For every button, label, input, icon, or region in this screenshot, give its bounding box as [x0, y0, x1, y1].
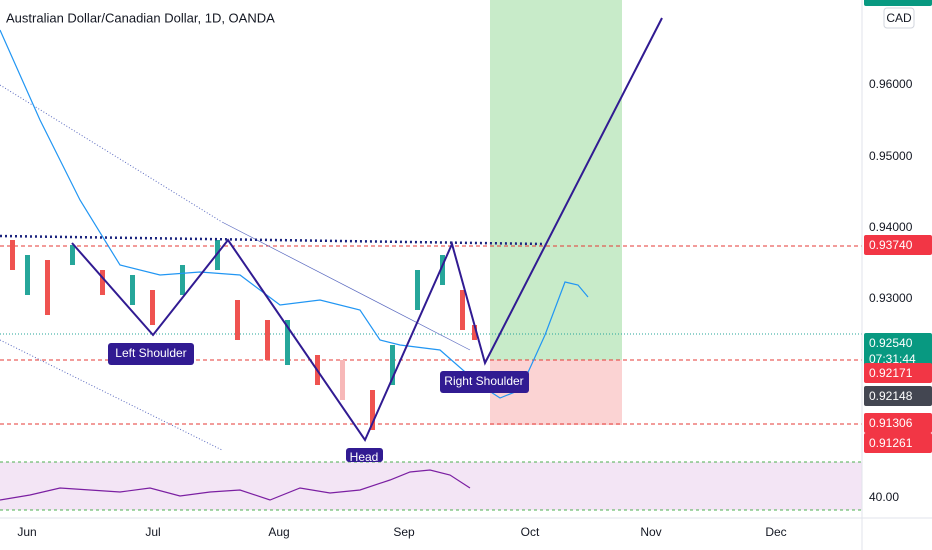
price-label: 0.93000 [869, 291, 913, 305]
time-label: Aug [268, 525, 289, 539]
candles [10, 240, 477, 430]
price-tag-label: 0.92148 [869, 389, 913, 403]
price-label: 0.96000 [869, 77, 913, 91]
price-tag-label: 0.92540 [869, 336, 913, 350]
price-label: 0.94000 [869, 220, 913, 234]
price-tag [864, 433, 932, 453]
price-tag-label: 0.97280 [869, 0, 913, 3]
price-label: 0.95000 [869, 149, 913, 163]
annotation-box [108, 343, 194, 365]
price-tag-timer: 07:31:44 [869, 352, 916, 366]
time-label: Oct [521, 525, 540, 539]
neckline [0, 234, 546, 246]
pattern-line [71, 17, 663, 443]
price-tag [864, 363, 932, 383]
price-label: 40.00 [869, 490, 899, 504]
rsi-line [0, 469, 471, 501]
chart-title: Australian Dollar/Canadian Dollar, 1D, O… [6, 10, 275, 25]
moving-average [0, 29, 589, 399]
price-axis: 0.96000 0.95000 0.94000 0.93000 40.00 0.97280… [17, 0, 932, 539]
time-label: Dec [765, 525, 786, 539]
time-label: Jun [17, 525, 36, 539]
annotation: Right Shoulder [444, 374, 523, 388]
time-label: Jul [145, 525, 160, 539]
price-tag [864, 333, 932, 369]
time-label: Nov [640, 525, 661, 539]
price-tag [864, 413, 932, 433]
price-tag-label: 0.91306 [869, 416, 913, 430]
price-tag-label: 0.92171 [869, 366, 913, 380]
price-tag [864, 386, 932, 406]
currency: CAD [886, 11, 912, 25]
time-label: Sep [393, 525, 415, 539]
target-zone [490, 0, 622, 360]
price-tag-label: 0.93740 [869, 238, 913, 252]
annotation-box [346, 448, 383, 462]
channel-line [221, 221, 471, 351]
rsi-panel [0, 462, 862, 510]
annotation-box [440, 371, 529, 393]
price-tag [864, 0, 932, 6]
annotation: Left Shoulder [115, 346, 186, 360]
channel-line [0, 339, 223, 451]
currency-badge[interactable] [883, 7, 915, 29]
price-tag [864, 235, 932, 255]
annotation: Head [350, 450, 379, 464]
price-tag-label: 0.91261 [869, 436, 913, 450]
